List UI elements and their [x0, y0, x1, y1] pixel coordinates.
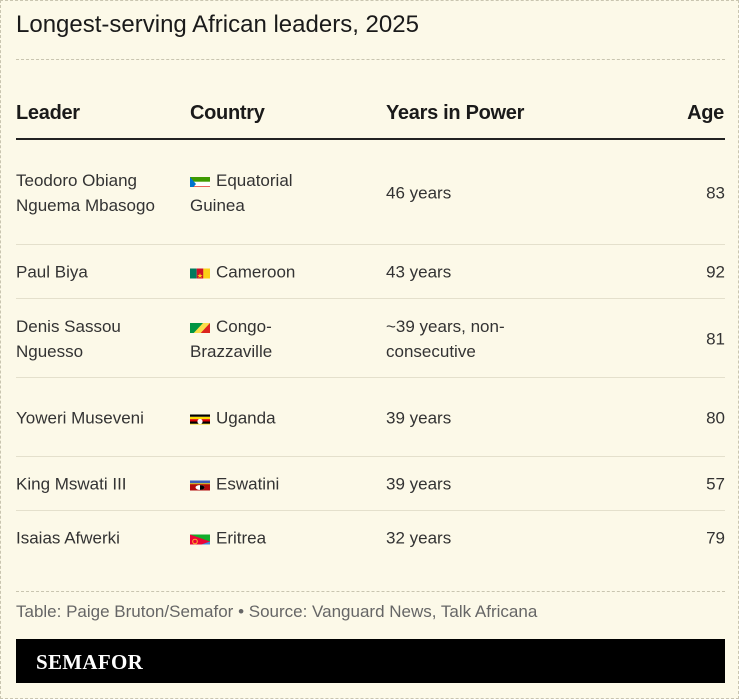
row-divider [16, 298, 725, 299]
cell-age: 57 [706, 474, 725, 494]
cell-country-label: Eswatini [216, 474, 280, 494]
title-divider [16, 59, 725, 60]
column-header-leader: Leader [16, 102, 80, 124]
cell-country: Uganda [190, 405, 340, 430]
cell-country-label: Congo-Brazzaville [190, 316, 273, 361]
cell-country-label: Cameroon [216, 262, 296, 282]
cell-leader: King Mswati III [16, 474, 127, 494]
cell-years: 32 years [386, 528, 452, 548]
cell-age: 92 [706, 262, 725, 282]
cell-country-label: Uganda [216, 408, 276, 427]
chart-title: Longest-serving African leaders, 2025 [16, 11, 419, 38]
cell-leader: Isaias Afwerki [16, 528, 120, 548]
column-header-age: Age [687, 102, 724, 124]
cell-country: Congo-Brazzaville [190, 314, 340, 364]
row-divider [16, 244, 725, 245]
eritrea-flag-icon [190, 531, 210, 545]
cell-age: 80 [706, 408, 725, 427]
cell-leader: Teodoro Obiang Nguema Mbasogo [16, 170, 155, 215]
cell-years: 46 years [386, 183, 452, 202]
table-row: Isaias Afwerki Eritrea 32 years 79 [16, 511, 725, 565]
cell-age: 79 [706, 528, 725, 548]
cell-country: Equatorial Guinea [190, 168, 340, 218]
cell-age: 81 [706, 329, 725, 348]
brand-bar: SEMAFOR [16, 639, 725, 683]
table-row: Yoweri Museveni Uganda 39 years 80 [16, 378, 725, 457]
table-row: Denis Sassou Nguesso Congo-Brazzaville ~… [16, 299, 725, 378]
cell-leader: Denis Sassou Nguesso [16, 316, 121, 361]
table-row: Paul Biya Cameroon 43 years 92 [16, 245, 725, 299]
eswatini-flag-icon [190, 477, 210, 491]
cell-years: 39 years [386, 408, 452, 427]
semafor-logo: SEMAFOR [36, 650, 144, 674]
cell-years: 39 years [386, 474, 452, 494]
uganda-flag-icon [190, 410, 210, 424]
congo-flag-icon [190, 319, 210, 333]
cell-years: 43 years [386, 262, 452, 282]
table-row: Teodoro Obiang Nguema Mbasogo Equatorial… [16, 140, 725, 245]
row-divider [16, 510, 725, 511]
cell-country: Eswatini [190, 472, 340, 497]
column-header-years: Years in Power [386, 102, 525, 124]
cell-years: ~39 years, non-consecutive [386, 316, 505, 361]
cell-age: 83 [706, 183, 725, 202]
cell-country: Cameroon [190, 260, 340, 285]
table-row: King Mswati III Eswatini 39 years 57 [16, 457, 725, 511]
footer-divider [16, 591, 725, 592]
cameroon-flag-icon [190, 265, 210, 279]
cell-country-label: Eritrea [216, 528, 267, 548]
header-divider [16, 138, 725, 140]
column-header-country: Country [190, 102, 265, 124]
row-divider [16, 456, 725, 457]
row-divider [16, 377, 725, 378]
cell-leader: Yoweri Museveni [16, 408, 144, 427]
cell-country-label: Equatorial Guinea [190, 170, 293, 215]
cell-leader: Paul Biya [16, 262, 88, 282]
equatorial-guinea-flag-icon [190, 173, 210, 187]
source-note: Table: Paige Bruton/Semafor • Source: Va… [16, 602, 538, 621]
cell-country: Eritrea [190, 526, 340, 551]
